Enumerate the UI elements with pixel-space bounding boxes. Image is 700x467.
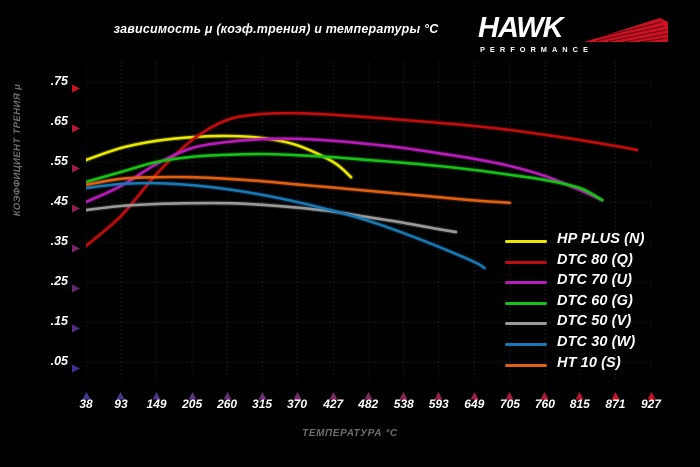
chart-title: зависимость μ (коэф.трения) и температур… xyxy=(113,22,439,36)
y-tick-arrow-icon xyxy=(72,358,81,372)
hawk-wing-icon xyxy=(584,18,668,43)
legend-label: DTC 50 (V) xyxy=(557,313,632,330)
x-tick-label: 760 xyxy=(534,397,555,411)
x-tick-arrow-icon xyxy=(470,385,479,400)
x-tick-arrow-icon xyxy=(188,385,197,400)
y-tick-arrow-icon xyxy=(72,198,81,212)
x-tick-arrow-icon xyxy=(223,385,232,400)
x-tick-arrow-icon xyxy=(293,385,302,400)
x-tick-label: 315 xyxy=(252,397,273,411)
x-tick-label: 93 xyxy=(114,397,128,411)
legend-color-swatch xyxy=(505,322,547,326)
y-tick-arrow-icon xyxy=(72,78,81,92)
legend-item: DTC 60 (G) xyxy=(505,292,685,315)
legend-label: HP PLUS (N) xyxy=(557,231,645,247)
y-tick-label: .55 xyxy=(50,154,68,168)
y-tick-label: .65 xyxy=(50,114,68,128)
x-tick-label: 649 xyxy=(464,397,485,411)
y-tick-arrow-icon xyxy=(72,158,81,172)
legend-color-swatch xyxy=(505,301,547,305)
x-tick-arrow-icon xyxy=(575,385,584,400)
x-tick-arrow-icon xyxy=(540,385,549,400)
x-tick-arrow-icon xyxy=(82,385,91,400)
x-tick-arrow-icon xyxy=(364,385,373,400)
x-tick-arrow-icon xyxy=(116,385,125,400)
legend-label: DTC 80 (Q) xyxy=(557,251,633,268)
series-dtc-60-g- xyxy=(86,151,605,203)
legend-item: DTC 70 (U) xyxy=(505,272,685,294)
legend-item: DTC 50 (V) xyxy=(505,313,685,335)
x-tick-label: 149 xyxy=(146,397,167,411)
series-dtc-70-u- xyxy=(86,136,605,205)
series-dtc-30-w- xyxy=(86,180,487,271)
plot-area xyxy=(86,62,651,382)
legend-label: HT 10 (S) xyxy=(557,354,621,371)
x-tick-label: 871 xyxy=(605,397,626,411)
legend-item: HT 10 (S) xyxy=(505,354,685,377)
y-axis-title-wrap: КОЭФФИЦИЕНТ ТРЕНИЯ μ xyxy=(12,84,32,380)
x-tick-arrow-icon xyxy=(399,385,408,400)
x-tick-arrow-icon xyxy=(152,385,161,400)
legend-color-swatch xyxy=(505,260,547,264)
y-tick-label: .35 xyxy=(50,234,68,248)
x-tick-label: 815 xyxy=(569,397,590,411)
x-tick-arrow-icon xyxy=(329,385,338,400)
legend-item: HP PLUS (N) xyxy=(505,231,685,253)
y-tick-arrow-icon xyxy=(72,278,81,292)
legend-item: DTC 80 (Q) xyxy=(505,251,685,274)
x-tick-label: 370 xyxy=(286,397,308,411)
y-tick-label: .25 xyxy=(50,274,68,288)
legend-color-swatch xyxy=(505,342,547,346)
legend-item: DTC 30 (W) xyxy=(505,333,685,356)
x-tick-label: 705 xyxy=(499,397,520,411)
x-tick-label: 427 xyxy=(323,397,344,411)
legend-color-swatch xyxy=(505,240,547,243)
x-tick-label: 38 xyxy=(79,397,93,411)
x-axis-title: ТЕМПЕРАТУРА °C xyxy=(302,428,398,439)
y-tick-arrow-icon xyxy=(72,318,81,332)
x-tick-label: 538 xyxy=(393,397,414,411)
series-dtc-50-v- xyxy=(86,200,459,235)
hawk-performance-logo: HAWK PERFORMANCE xyxy=(478,14,670,56)
legend-color-swatch xyxy=(505,363,547,367)
y-tick-label: .15 xyxy=(50,314,68,328)
x-tick-arrow-icon xyxy=(434,385,443,400)
x-tick-label: 260 xyxy=(217,397,238,411)
x-tick-label: 482 xyxy=(358,397,379,411)
x-tick-label: 205 xyxy=(182,397,203,411)
y-tick-label: .75 xyxy=(50,74,68,88)
series-ht-10-s- xyxy=(86,174,513,206)
x-tick-arrow-icon xyxy=(258,385,267,400)
y-tick-label: .05 xyxy=(50,354,68,368)
y-axis-title: КОЭФФИЦИЕНТ ТРЕНИЯ μ xyxy=(12,83,23,217)
legend-label: DTC 70 (U) xyxy=(557,272,633,289)
x-tick-arrow-icon xyxy=(611,385,620,400)
y-tick-arrow-icon xyxy=(72,118,81,132)
x-tick-arrow-icon xyxy=(647,385,656,400)
x-tick-label: 927 xyxy=(640,397,662,411)
series-dtc-80-q- xyxy=(86,110,640,249)
chart-legend: HP PLUS (N) DTC 80 (Q) DTC 70 (U) DTC 60 (G… xyxy=(505,231,685,377)
logo-tagline: PERFORMANCE xyxy=(480,45,593,54)
x-tick-label: 593 xyxy=(428,397,449,411)
legend-label: DTC 60 (G) xyxy=(557,292,633,309)
x-tick-arrow-icon xyxy=(505,385,514,400)
legend-label: DTC 30 (W) xyxy=(557,333,636,350)
y-tick-arrow-icon xyxy=(72,238,81,252)
logo-brand-text: HAWK xyxy=(478,12,564,44)
y-tick-label: .45 xyxy=(50,194,68,208)
legend-color-swatch xyxy=(505,281,547,285)
